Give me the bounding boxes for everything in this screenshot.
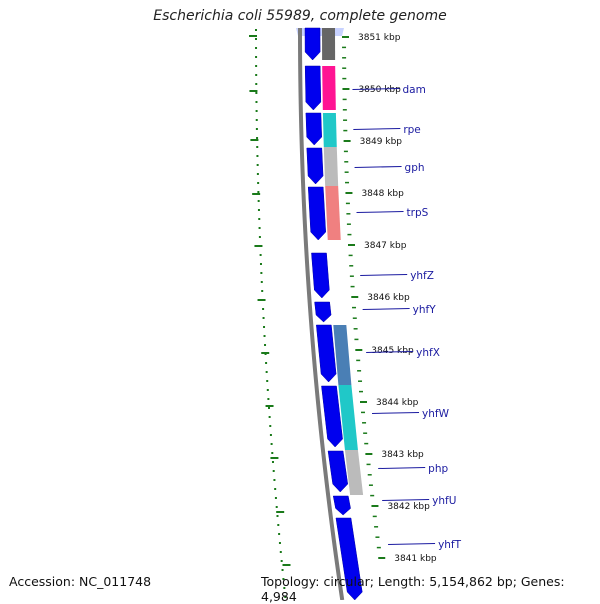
cds-arrow (304, 27, 321, 61)
category-block (322, 66, 336, 110)
gene-labels: dam rpe gph trpS yhfZ yhfY yhfX yhfW php yhfU yhfT (352, 84, 462, 551)
gene-label: dam (402, 84, 425, 96)
gene-leader-line (360, 274, 408, 276)
accession-text: Accession: NC_011748 (9, 574, 152, 589)
map-title: Escherichia coli 55989, complete genome (153, 8, 447, 24)
gene-label: gph (405, 162, 425, 174)
gene-leader-line (378, 467, 426, 469)
scale-tick-label: 3845 kbp (371, 346, 414, 356)
cds-arrow (304, 65, 322, 111)
gene-leader-line (356, 211, 404, 213)
gc-skew-track (249, 29, 291, 598)
cds-arrow (327, 450, 349, 493)
gene-label: yhfY (413, 304, 437, 316)
cds-arrow (321, 385, 343, 448)
cds-arrow (306, 147, 324, 185)
gene-label: yhfU (432, 495, 456, 507)
cds-track (304, 27, 363, 600)
category-block (325, 186, 341, 240)
scale-tick-label: 3848 kbp (361, 189, 404, 199)
scale-tick-label: 3843 kbp (381, 450, 424, 460)
category-block (333, 325, 352, 385)
cds-arrow (316, 324, 337, 383)
category-block (338, 385, 358, 450)
cds-arrow (307, 186, 326, 241)
category-block (323, 147, 339, 186)
gene-leader-line (352, 88, 400, 90)
scale-tick-label: 3849 kbp (360, 137, 403, 147)
category-block (344, 450, 364, 495)
category-track (322, 28, 364, 495)
cds-arrow (311, 252, 330, 299)
backbone-ring (298, 28, 345, 600)
category-block (322, 28, 336, 60)
gene-label: yhfZ (410, 270, 434, 282)
scale-tick-label: 3844 kbp (376, 398, 419, 408)
gene-leader-line (366, 351, 414, 353)
gene-leader-line (372, 412, 420, 414)
gene-label: trpS (407, 207, 429, 219)
cds-arrow (332, 495, 351, 516)
gene-leader-line (382, 499, 430, 501)
category-block (322, 113, 337, 147)
gene-leader-line (354, 166, 402, 168)
cds-arrow (335, 517, 363, 600)
gene-label: php (428, 463, 448, 475)
scale-tick-label: 3846 kbp (367, 293, 410, 303)
gene-label: rpe (403, 124, 420, 136)
gene-label: yhfW (422, 408, 450, 420)
scale-tick-label: 3841 kbp (394, 554, 437, 564)
scale-ticks: 3851 kbp 3850 kbp 3849 kbp 3848 kbp 3847 kbp… (342, 33, 437, 564)
gene-leader-line (353, 128, 401, 130)
gene-leader-line (388, 543, 436, 545)
gene-label: yhfX (416, 347, 440, 359)
scale-tick-label: 3847 kbp (364, 241, 407, 251)
scale-tick-label: 3842 kbp (387, 502, 430, 512)
gene-label: yhfT (438, 539, 462, 551)
scale-tick-label: 3850 kbp (358, 85, 401, 95)
cds-arrow (314, 301, 332, 323)
backbone-line (298, 28, 345, 600)
cds-arrow (305, 112, 322, 146)
scale-tick-label: 3851 kbp (358, 33, 401, 43)
gene-leader-line (362, 308, 410, 310)
